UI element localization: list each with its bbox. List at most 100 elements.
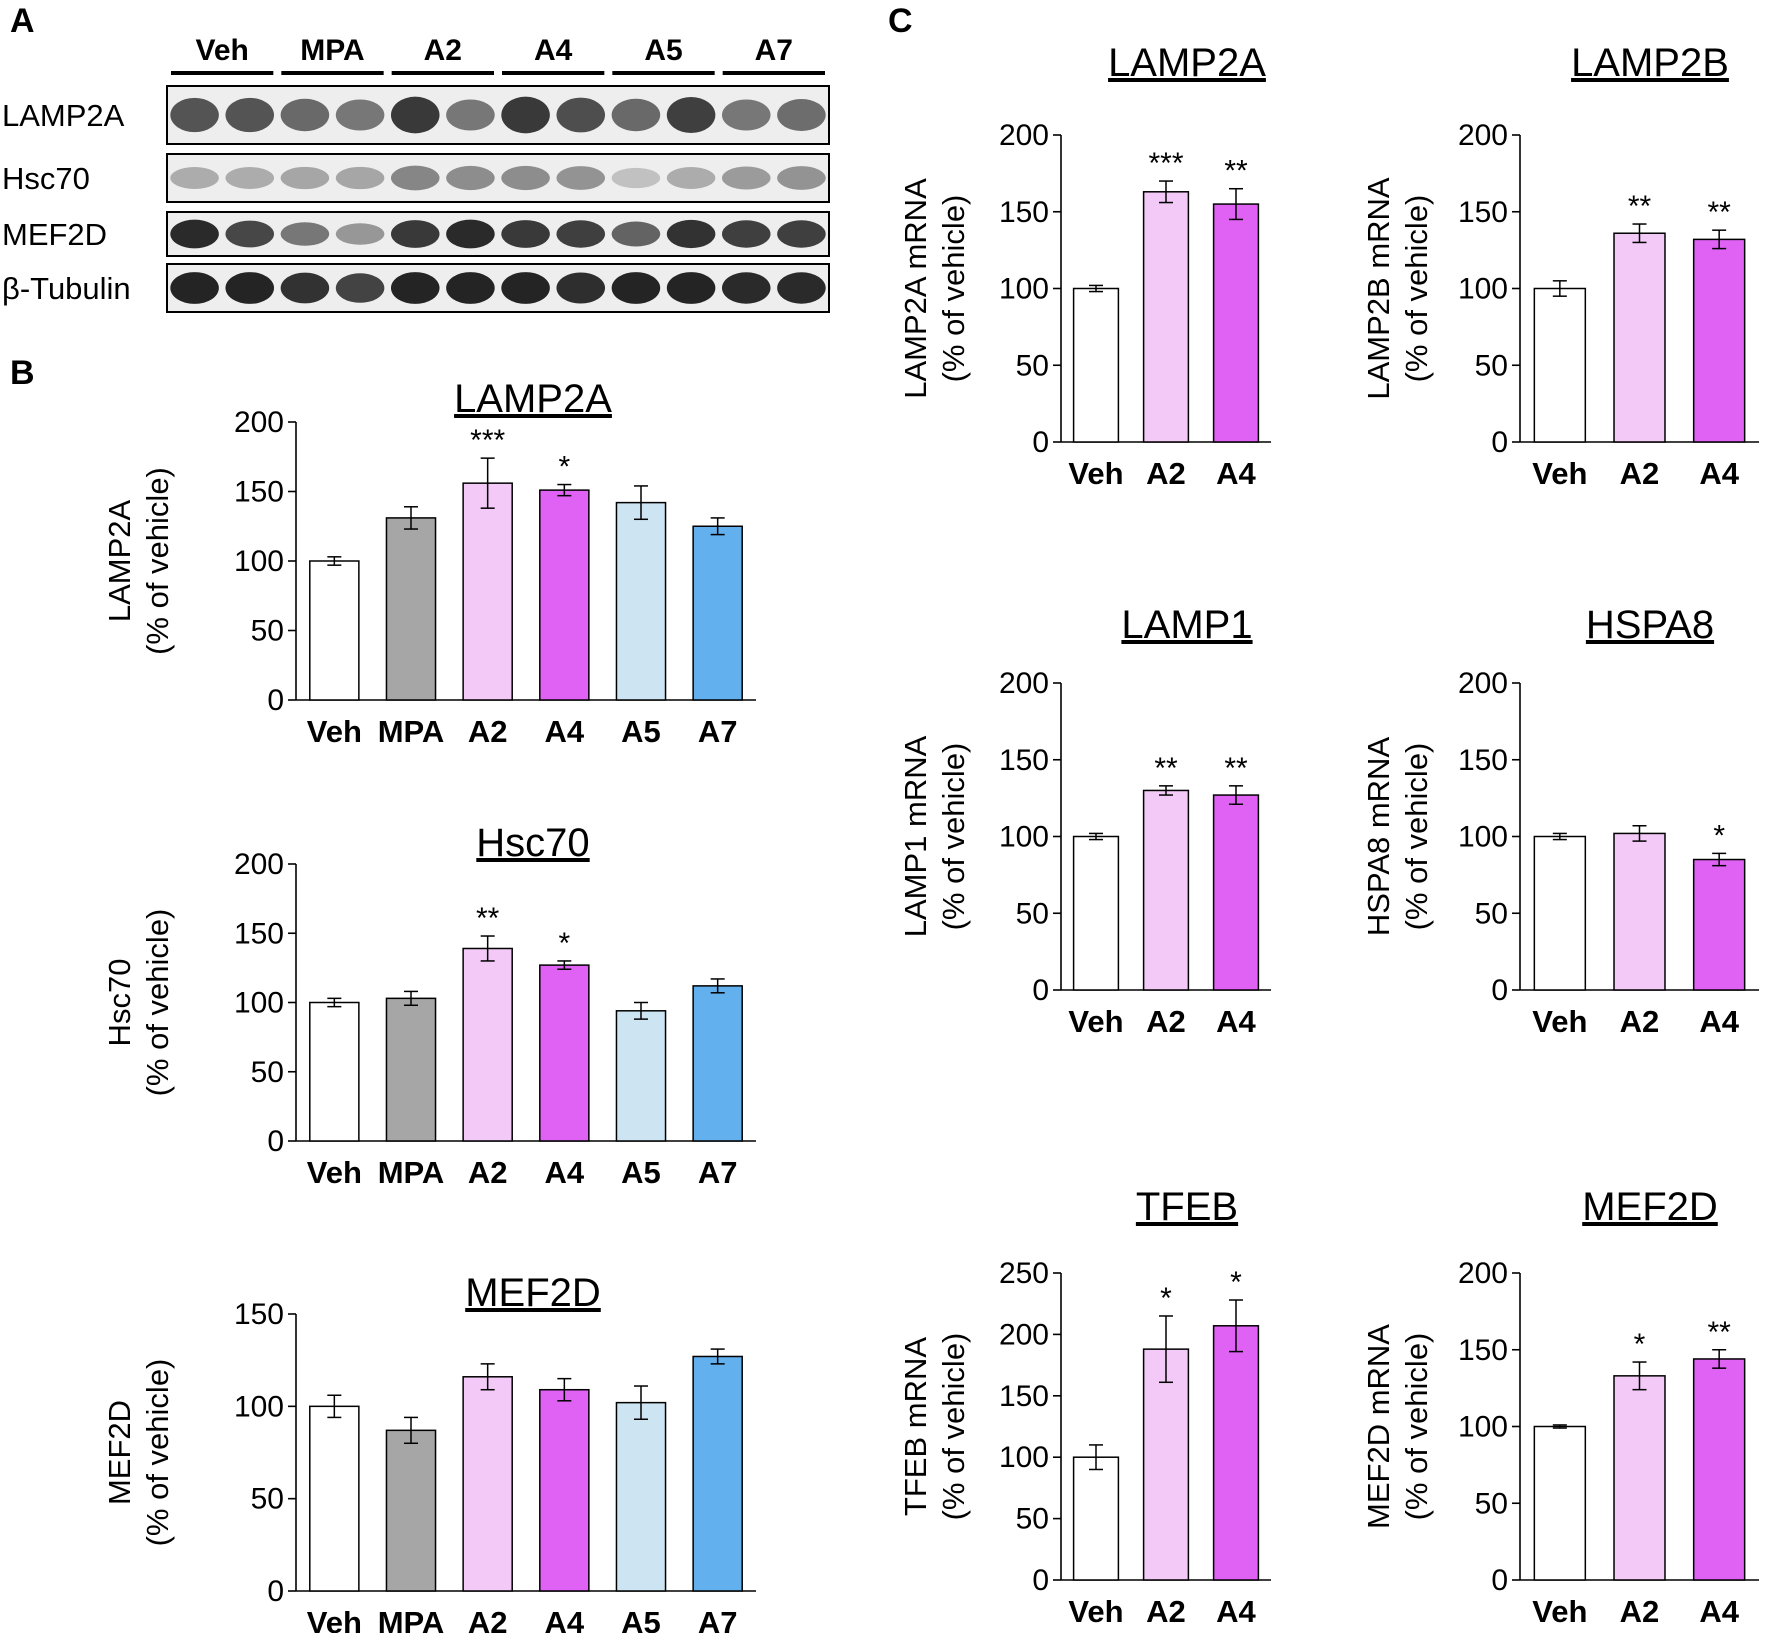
chart-3-mef2d-ytick-50: 50 <box>251 1483 284 1516</box>
blot-strip-mef2d <box>166 211 830 257</box>
chart-7-hspa8-xtick-veh: Veh <box>1532 1004 1587 1039</box>
chart-1-lamp2a-ytick-100: 100 <box>234 545 284 578</box>
chart-5-lamp2b-ylabel-1: LAMP2B mRNA <box>1361 177 1396 400</box>
chart-9-mef2d-bar-a4 <box>1692 1358 1746 1581</box>
chart-1-lamp2a-bar-veh <box>309 560 360 701</box>
chart-9-mef2d-ytick-100: 100 <box>1458 1411 1508 1444</box>
chart-8-tfeb-significance-a2: * <box>1160 1282 1172 1315</box>
chart-1-lamp2a-ytick-0: 0 <box>267 684 284 717</box>
blot-strip-tubulin <box>166 263 830 313</box>
chart-7-hspa8-ytick-200: 200 <box>1458 667 1508 700</box>
blot-band-hsc70-11 <box>721 166 771 190</box>
chart-1-lamp2a-ylabel-1: LAMP2A <box>102 500 137 623</box>
chart-4-lamp2a-bar-a4 <box>1212 203 1260 443</box>
chart-2-hsc70-ytick-200: 200 <box>234 848 284 881</box>
chart-8-tfeb-ytick-100: 100 <box>999 1441 1049 1474</box>
blot-band-lamp2a-6 <box>446 99 495 131</box>
chart-8-tfeb-ylabel-2: (% of vehicle) <box>936 1333 971 1521</box>
chart-4-lamp2a-significance-a2: *** <box>1148 147 1183 180</box>
blot-protein-label-hsc70: Hsc70 <box>2 161 90 196</box>
chart-3-mef2d-ytick-100: 100 <box>234 1390 284 1423</box>
chart-3-mef2d-ylabel-1: MEF2D <box>102 1400 137 1505</box>
chart-1-lamp2a-bar-a2 <box>462 482 513 701</box>
chart-8-tfeb-ytick-200: 200 <box>999 1318 1049 1351</box>
blot-band-lamp2a-5 <box>390 96 440 134</box>
chart-2-hsc70-ylabel-2: (% of vehicle) <box>140 909 175 1097</box>
chart-2-hsc70-bar-a4 <box>539 964 590 1142</box>
blot-band-lamp2a-4 <box>335 99 385 131</box>
chart-4-lamp2a: LAMP2A LAMP2A mRNA (% of vehicle) 0 50 100 150… <box>898 41 1271 491</box>
blot-band-tubulin-2 <box>225 272 275 304</box>
chart-1-lamp2a-bar-a4 <box>539 489 590 701</box>
chart-2-hsc70-ytick-50: 50 <box>251 1056 284 1089</box>
chart-2-hsc70-bar-veh <box>309 1001 360 1142</box>
chart-2-hsc70-ytick-100: 100 <box>234 987 284 1020</box>
chart-5-lamp2b-ylabel-2: (% of vehicle) <box>1399 195 1434 383</box>
blot-band-lamp2a-10 <box>666 96 716 134</box>
chart-6-lamp1-bar-a2 <box>1142 789 1190 991</box>
panel-letter-c: C <box>888 2 913 40</box>
chart-9-mef2d-xtick-a4: A4 <box>1699 1594 1739 1629</box>
chart-1-lamp2a-ytick-150: 150 <box>234 476 284 509</box>
chart-6-lamp1: LAMP1 LAMP1 mRNA (% of vehicle) 0 50 100 150 20… <box>898 603 1271 1039</box>
blot-band-hsc70-12 <box>777 166 826 190</box>
chart-1-lamp2a-significance-a2: *** <box>470 424 505 457</box>
chart-7-hspa8: HSPA8 HSPA8 mRNA (% of vehicle) 0 50 100 150 20… <box>1361 603 1759 1039</box>
chart-3-mef2d-ytick-150: 150 <box>234 1298 284 1331</box>
chart-2-hsc70-xtick-a2: A2 <box>468 1155 508 1190</box>
chart-3-mef2d-bar-a7 <box>692 1355 743 1592</box>
chart-6-lamp1-ytick-150: 150 <box>999 744 1049 777</box>
chart-4-lamp2a-xtick-a4: A4 <box>1216 456 1256 491</box>
chart-1-lamp2a-ytick-50: 50 <box>251 615 284 648</box>
chart-2-hsc70-significance-a4: * <box>558 927 570 960</box>
blot-band-mef2d-2 <box>225 220 275 248</box>
chart-9-mef2d-ytick-200: 200 <box>1458 1257 1508 1290</box>
chart-6-lamp1-significance-a2: ** <box>1154 752 1178 785</box>
chart-1-lamp2a-bar-a7 <box>692 525 743 701</box>
chart-4-lamp2a-ylabel-1: LAMP2A mRNA <box>898 178 933 399</box>
chart-8-tfeb-ytick-0: 0 <box>1032 1564 1049 1597</box>
chart-3-mef2d-xtick-a7: A7 <box>698 1605 738 1633</box>
chart-4-lamp2a-xtick-veh: Veh <box>1068 456 1123 491</box>
chart-7-hspa8-ylabel-1: HSPA8 mRNA <box>1361 737 1396 937</box>
blot-band-hsc70-1 <box>170 167 219 189</box>
chart-3-mef2d-xtick-a4: A4 <box>545 1605 585 1633</box>
chart-4-lamp2a-ytick-50: 50 <box>1016 349 1049 382</box>
blot-band-tubulin-7 <box>501 272 550 304</box>
blot-lane-label-a2: A2 <box>424 34 462 67</box>
blot-strip-hsc70 <box>166 153 830 203</box>
chart-8-tfeb-ylabel-1: TFEB mRNA <box>898 1337 933 1516</box>
chart-8-tfeb-xtick-a4: A4 <box>1216 1594 1256 1629</box>
blot-strip-lamp2a <box>166 85 830 145</box>
chart-8-tfeb-ytick-250: 250 <box>999 1257 1049 1290</box>
blot-protein-label-lamp2a: LAMP2A <box>2 98 125 133</box>
chart-3-mef2d-xtick-veh: Veh <box>307 1605 362 1633</box>
chart-9-mef2d-bar-veh <box>1533 1425 1587 1581</box>
chart-1-lamp2a-ylabel-2: (% of vehicle) <box>140 467 175 655</box>
chart-8-tfeb-xtick-a2: A2 <box>1146 1594 1186 1629</box>
chart-8-tfeb-bar-veh <box>1072 1456 1120 1581</box>
chart-6-lamp1-ylabel-2: (% of vehicle) <box>936 743 971 931</box>
blot-band-hsc70-3 <box>280 166 330 190</box>
blot-band-mef2d-6 <box>446 219 495 249</box>
chart-6-lamp1-bar-a4 <box>1212 794 1260 991</box>
chart-4-lamp2a-bar-veh <box>1072 287 1120 443</box>
chart-7-hspa8-ytick-100: 100 <box>1458 821 1508 854</box>
blot-band-mef2d-4 <box>335 223 385 245</box>
chart-6-lamp1-xtick-a4: A4 <box>1216 1004 1256 1039</box>
chart-3-mef2d-ytick-0: 0 <box>267 1575 284 1608</box>
blot-lane-label-a5: A5 <box>644 34 682 67</box>
blot-band-tubulin-10 <box>666 272 716 304</box>
chart-7-hspa8-ytick-50: 50 <box>1475 897 1508 930</box>
chart-9-mef2d-title: MEF2D <box>1582 1185 1718 1229</box>
chart-3-mef2d-title: MEF2D <box>465 1271 601 1315</box>
blot-band-lamp2a-7 <box>501 96 550 134</box>
blot-band-lamp2a-2 <box>225 97 275 133</box>
blot-lane-label-a7: A7 <box>755 34 793 67</box>
chart-3-mef2d-xtick-a2: A2 <box>468 1605 508 1633</box>
chart-3-mef2d-xtick-mpa: MPA <box>378 1605 445 1633</box>
chart-1-lamp2a-significance-a4: * <box>558 451 570 484</box>
blot-band-mef2d-9 <box>611 221 661 247</box>
chart-2-hsc70-title: Hsc70 <box>476 821 589 865</box>
